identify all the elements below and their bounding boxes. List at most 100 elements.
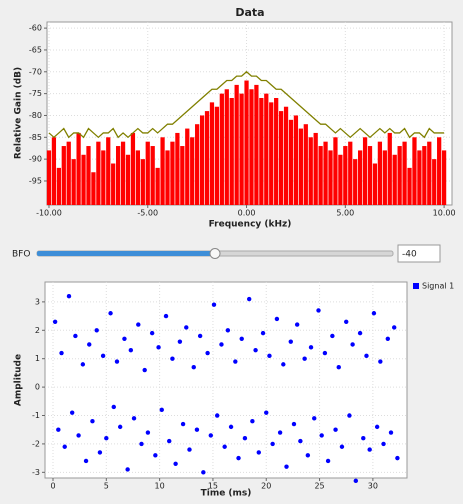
y-tick-label: -60 <box>29 24 42 33</box>
plot-area <box>44 281 408 479</box>
spectrum-bar <box>353 159 358 205</box>
point <box>298 438 303 444</box>
point <box>97 450 103 455</box>
spectrum-bar <box>274 97 279 205</box>
spinbox[interactable] <box>397 244 441 263</box>
y-tick-label: -85 <box>29 133 42 142</box>
spectrum-bar <box>343 146 348 205</box>
point <box>267 353 272 359</box>
point <box>122 336 127 342</box>
spectrum-bar <box>145 141 150 205</box>
y-tick-label: -70 <box>29 67 42 76</box>
point <box>291 421 297 427</box>
spectrum-bar <box>61 146 66 205</box>
point <box>284 464 289 469</box>
spectrum-bar <box>417 150 422 205</box>
x-tick-label: 0 <box>50 482 55 491</box>
spectrum-bar <box>76 132 81 205</box>
spectrum-bar <box>402 141 407 205</box>
point <box>260 330 266 336</box>
spectrum-bar <box>298 128 303 205</box>
point <box>76 433 81 438</box>
spectrum-bar <box>204 111 210 205</box>
point <box>316 308 321 313</box>
point <box>336 365 341 370</box>
point <box>136 322 141 327</box>
spectrum-bar <box>367 146 373 205</box>
point <box>215 413 220 418</box>
spectrum-bar <box>377 141 383 205</box>
x-tick-label: 25 <box>314 482 324 491</box>
spectrum-bar <box>209 102 215 205</box>
spectrum-bar <box>358 150 363 205</box>
spectrum-bar <box>160 137 165 205</box>
point <box>312 416 317 421</box>
point <box>253 347 258 353</box>
spectrum-bar <box>115 146 121 205</box>
x-tick-label: -10.00 <box>36 209 62 218</box>
point <box>90 418 95 424</box>
slider-fill <box>37 251 215 256</box>
spectrum-bar <box>175 132 180 205</box>
point <box>281 362 286 367</box>
point <box>236 455 241 461</box>
spectrum-bar <box>323 141 328 205</box>
point <box>208 433 214 438</box>
point <box>350 342 355 347</box>
point <box>353 478 359 484</box>
spinbox-value: -40 <box>402 250 417 260</box>
y-axis-title: Relative Gain (dB) <box>14 67 24 159</box>
point <box>233 359 238 364</box>
spectrum-bar <box>249 89 254 205</box>
point <box>139 441 144 447</box>
point <box>330 333 335 339</box>
point <box>180 421 186 427</box>
y-tick-label: 1 <box>35 354 40 363</box>
x-tick-label: 5.00 <box>336 209 354 218</box>
point <box>288 339 293 344</box>
spectrum-bar <box>432 159 437 205</box>
x-tick-label: 20 <box>261 482 271 491</box>
spectrum-bar <box>170 141 175 205</box>
point <box>222 444 227 449</box>
spectrum-bar <box>333 137 338 205</box>
point <box>302 356 307 361</box>
spectrum-bar <box>264 93 269 205</box>
x-tick-label: 30 <box>368 482 378 491</box>
spectrum-bar <box>150 146 155 205</box>
spectrum-bar <box>180 146 185 205</box>
point <box>367 447 372 452</box>
point <box>361 436 366 441</box>
point <box>246 296 252 302</box>
point <box>225 328 231 333</box>
spectrum-bar <box>120 141 126 205</box>
spectrum-bar <box>190 137 195 205</box>
slider-label: BFO <box>12 250 30 260</box>
point <box>322 350 328 356</box>
spectrum-bar <box>313 132 318 205</box>
point <box>357 330 363 336</box>
legend-swatch <box>413 283 419 289</box>
spectrum-bar <box>407 167 412 205</box>
y-tick-label: 2 <box>35 326 40 335</box>
point <box>339 444 345 449</box>
spectrum-bar <box>46 150 52 205</box>
point <box>142 367 147 373</box>
point <box>385 336 391 342</box>
spectrum-bar <box>130 132 136 205</box>
point <box>153 453 158 458</box>
spectrum-bar <box>392 154 397 205</box>
spectrum-bar <box>66 141 71 205</box>
point <box>173 461 178 466</box>
point <box>159 407 164 413</box>
point <box>205 350 210 356</box>
point <box>87 342 92 347</box>
point <box>264 410 269 415</box>
point <box>62 444 67 449</box>
y-tick-label: -80 <box>29 111 42 120</box>
spectrum-bar <box>437 137 442 205</box>
slider-handle[interactable] <box>209 248 221 259</box>
y-axis-title: Amplitude <box>14 354 24 406</box>
y-tick-label: -65 <box>29 45 42 54</box>
spectrum-bar <box>125 154 131 205</box>
